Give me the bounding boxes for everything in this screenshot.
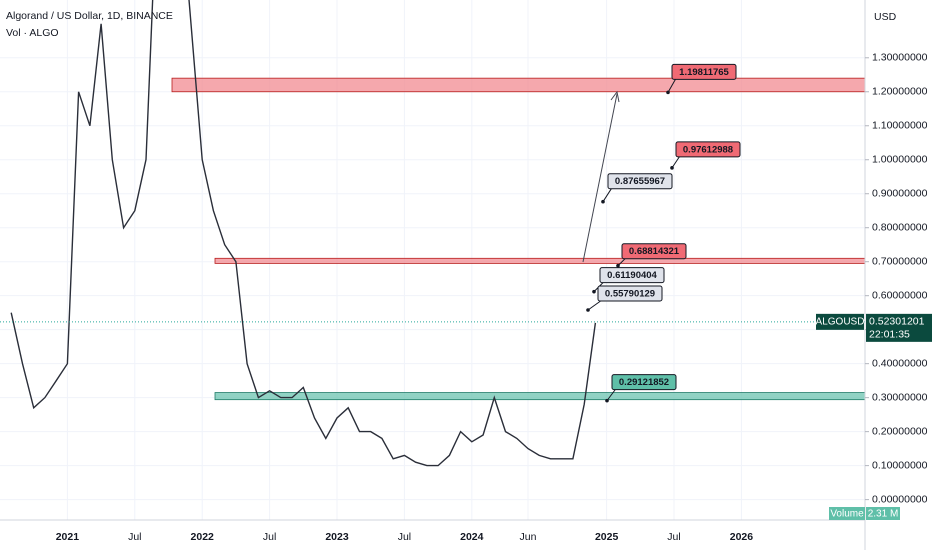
y-tick-label: 0.00000000	[872, 493, 928, 505]
callout-point	[586, 308, 590, 312]
x-tick-label: 2022	[191, 531, 215, 543]
zone	[214, 392, 865, 401]
chart-title: Algorand / US Dollar, 1D, BINANCE	[6, 10, 173, 22]
price-label: 0.52301201	[869, 316, 925, 328]
plot-area	[0, 0, 865, 520]
callout-box	[621, 243, 687, 260]
callout-box	[671, 63, 737, 80]
volume-badge	[829, 507, 865, 520]
callout-point	[666, 90, 670, 95]
volume-label: Volume	[830, 509, 864, 520]
callout-box	[607, 173, 673, 190]
y-tick-label: 0.80000000	[872, 221, 928, 233]
y-tick-label: 0.40000000	[872, 357, 928, 369]
y-tick-label: 1.30000000	[872, 52, 928, 64]
callout-pointer	[606, 388, 617, 401]
callout-label: 0.29121852	[619, 377, 669, 388]
x-tick-label: Jul	[263, 531, 276, 543]
callout-point	[616, 263, 620, 268]
x-tick-label: Jul	[667, 531, 680, 543]
callout-box	[675, 141, 741, 158]
price-axis	[865, 0, 932, 550]
price-badge	[866, 313, 932, 342]
callout-point	[670, 166, 674, 170]
callout-pointer	[671, 155, 681, 169]
arrow-head	[610, 90, 620, 103]
x-tick-label: 2025	[595, 531, 619, 543]
x-tick-label: Jul	[128, 531, 141, 543]
callout-label: 0.68814321	[629, 246, 680, 257]
projection-arrow	[582, 93, 618, 263]
callout-label: 0.55790129	[605, 289, 655, 300]
y-tick-label: 0.30000000	[872, 391, 928, 403]
chart-subtitle: Vol · ALGO	[6, 27, 59, 39]
callout-label: 0.87655967	[615, 176, 665, 187]
callout-box	[599, 267, 665, 284]
callout-label: 1.19811765	[679, 67, 729, 78]
countdown-label: 22:01:35	[869, 329, 910, 341]
callout-label: 0.61190404	[607, 270, 657, 281]
callout-label: 0.97612988	[683, 144, 733, 155]
callout-point	[605, 398, 609, 403]
y-tick-label: 1.00000000	[872, 154, 928, 166]
y-tick-label: 1.10000000	[872, 120, 928, 132]
x-tick-label: Jun	[520, 531, 537, 543]
callout-pointer	[602, 187, 613, 202]
x-tick-label: 2021	[56, 531, 80, 543]
callout-pointer	[587, 299, 603, 311]
callout-point	[592, 289, 596, 294]
y-tick-label: 0.60000000	[872, 289, 928, 301]
x-tick-label: 2023	[325, 531, 349, 543]
y-tick-label: 1.20000000	[872, 86, 928, 98]
zone	[171, 77, 865, 93]
x-tick-label: 2026	[730, 531, 754, 543]
symbol-badge	[816, 313, 864, 330]
currency: USD	[874, 11, 897, 23]
callout-pointer	[667, 78, 677, 93]
price-line	[10, 0, 597, 467]
volume-value: 2.31 M	[868, 509, 899, 520]
zone	[214, 257, 865, 264]
callout-box	[597, 285, 663, 302]
y-tick-label: 0.70000000	[872, 255, 928, 267]
x-tick-label: 2024	[460, 531, 484, 543]
y-tick-label: 0.20000000	[872, 425, 928, 437]
volume-value-badge	[866, 507, 900, 520]
y-tick-label: 0.90000000	[872, 188, 928, 200]
callout-point	[601, 199, 605, 204]
y-tick-label: 0.10000000	[872, 459, 928, 471]
symbol-label: ALGOUSD	[816, 316, 865, 327]
callout-box	[611, 374, 677, 391]
x-tick-label: Jul	[398, 531, 411, 543]
